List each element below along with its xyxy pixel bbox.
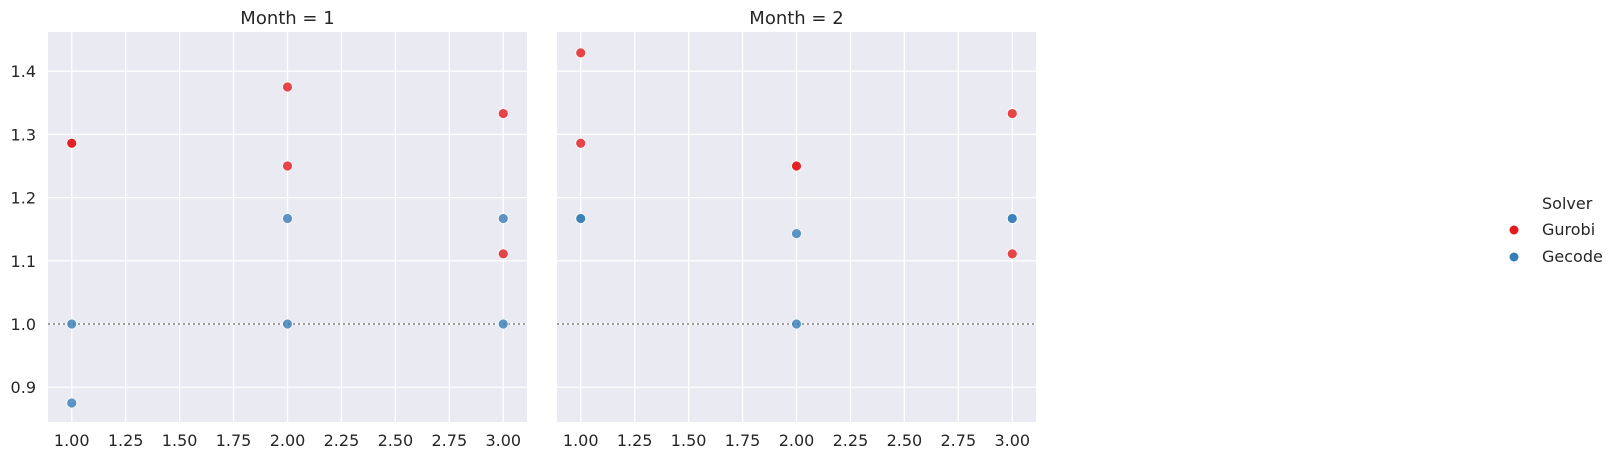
y-tick-label: 1.2	[11, 189, 36, 208]
point-gurobi	[1006, 108, 1018, 119]
point-gurobi	[575, 137, 587, 149]
y-tick-label: 0.9	[11, 378, 36, 397]
x-tick-label: 1.75	[216, 431, 252, 450]
y-tick-label: 1.1	[11, 252, 36, 271]
point-gurobi	[791, 160, 802, 172]
y-tick-label: 1.3	[11, 125, 36, 144]
x-tick-label: 1.25	[108, 431, 144, 450]
point-gecode	[282, 213, 293, 224]
legend-marker-gurobi	[1509, 225, 1519, 235]
x-tick-label: 2.00	[270, 431, 306, 450]
x-tick-label: 2.75	[432, 431, 468, 450]
x-tick-label: 1.75	[725, 431, 761, 450]
point-gecode	[1006, 213, 1018, 224]
legend: Solver Gurobi Gecode	[1509, 194, 1603, 266]
x-tick-label: 1.50	[162, 431, 198, 450]
point-gecode	[66, 318, 78, 330]
legend-label-gecode: Gecode	[1542, 247, 1603, 266]
point-gurobi	[497, 108, 509, 119]
x-tick-label: 2.75	[941, 431, 977, 450]
point-gecode	[282, 318, 293, 330]
y-tick-label: 1.4	[11, 62, 36, 81]
panel-title: Month = 2	[749, 8, 843, 29]
point-gurobi	[1006, 248, 1018, 260]
x-tick-label: 2.25	[833, 431, 869, 450]
legend-marker-gecode	[1509, 252, 1519, 262]
point-gecode	[575, 213, 587, 224]
x-tick-label: 3.00	[485, 431, 521, 450]
legend-label-gurobi: Gurobi	[1542, 220, 1595, 239]
x-tick-label: 3.00	[994, 431, 1030, 450]
point-gecode	[791, 318, 802, 330]
x-tick-label: 1.00	[54, 431, 90, 450]
x-tick-label: 2.25	[324, 431, 360, 450]
point-gecode	[66, 397, 78, 409]
x-tick-label: 1.50	[671, 431, 707, 450]
point-gurobi	[282, 160, 293, 172]
panel-title: Month = 1	[240, 8, 334, 29]
x-tick-label: 2.50	[378, 431, 414, 450]
panel-month-2: 1.00 1.25 1.50 1.75 2.00 2.25 2.50 2.75 3.00 Mont…	[557, 8, 1036, 450]
point-gurobi	[497, 248, 509, 260]
panel-month-1: 1.00 1.25 1.50 1.75 2.00 2.25 2.50 2.75 3.00 0.9 1…	[11, 8, 527, 450]
y-tick-label: 1.0	[11, 315, 36, 334]
point-gurobi	[575, 47, 587, 59]
x-tick-label: 1.00	[563, 431, 599, 450]
point-gecode	[791, 228, 802, 240]
legend-title: Solver	[1542, 194, 1593, 213]
x-tick-label: 2.50	[887, 431, 923, 450]
point-gurobi	[282, 81, 293, 93]
point-gurobi	[66, 137, 78, 149]
x-tick-label: 2.00	[779, 431, 815, 450]
point-gecode	[497, 318, 509, 330]
x-tick-label: 1.25	[617, 431, 653, 450]
point-gecode	[497, 213, 509, 224]
